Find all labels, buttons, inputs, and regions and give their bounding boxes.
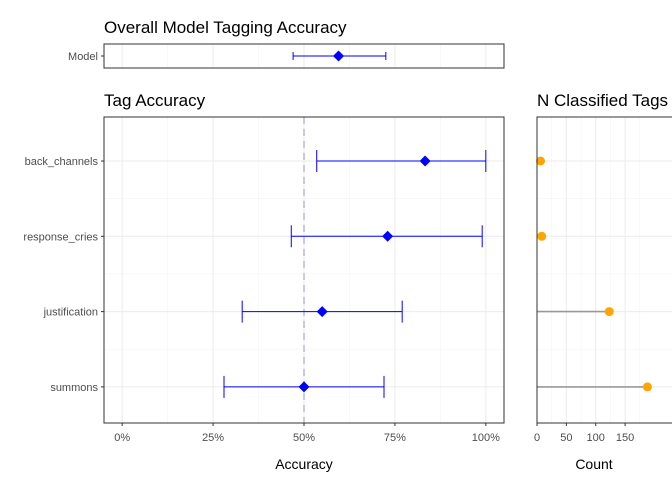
tag-x-tick-label: 75% <box>384 432 406 444</box>
count-point-response_cries <box>537 231 547 241</box>
tag-accuracy-x-axis: 0% 25% 50% 75% 100% <box>114 423 500 444</box>
overall-point-marker <box>333 50 345 62</box>
tag-point-marker-response_cries <box>382 230 394 242</box>
overall-accuracy-panel: Overall Model Tagging Accuracy Model <box>68 18 505 69</box>
tag-x-tick-label: 25% <box>202 432 224 444</box>
overall-accuracy-title: Overall Model Tagging Accuracy <box>104 18 347 37</box>
classified-count-x-axis: 0 50 100 150 <box>534 423 634 444</box>
classified-count-grid <box>536 117 672 423</box>
tag-accuracy-title: Tag Accuracy <box>104 91 206 110</box>
classified-count-marks <box>536 156 652 392</box>
tag-y-tick-label-response_cries: response_cries <box>23 231 98 243</box>
tag-point-marker-back_channels <box>419 155 431 167</box>
count-point-summons <box>642 382 652 392</box>
tag-y-tick-label-back_channels: back_channels <box>25 156 99 168</box>
tag-x-tick-label: 100% <box>472 432 500 444</box>
tag-x-tick-label: 50% <box>293 432 315 444</box>
count-point-justification <box>604 307 614 317</box>
tag-x-tick-label: 0% <box>114 432 130 444</box>
tag-accuracy-y-axis: back_channels response_cries justification… <box>23 156 104 394</box>
count-x-tick-label: 150 <box>616 432 634 444</box>
tag-y-tick-label-summons: summons <box>50 382 98 394</box>
overall-y-tick-label: Model <box>68 51 98 63</box>
overall-accuracy-marks <box>292 50 387 62</box>
tag-accuracy-grid <box>104 117 504 423</box>
count-x-tick-label: 50 <box>560 432 572 444</box>
count-x-tick-label: 0 <box>534 432 540 444</box>
tag-accuracy-panel: Tag Accuracy back_channels response_cries… <box>23 91 505 472</box>
classified-count-frame <box>536 116 672 424</box>
classified-count-panel: N Classified Tags 0 50 100 150 Count <box>534 91 672 472</box>
overall-accuracy-y-axis: Model <box>68 51 104 63</box>
tag-accuracy-x-axis-title: Accuracy <box>275 456 333 472</box>
tag-accuracy-marks <box>223 150 487 398</box>
count-x-tick-label: 100 <box>587 432 605 444</box>
tag-y-tick-label-justification: justification <box>43 307 98 319</box>
count-point-back_channels <box>536 156 546 166</box>
classified-count-title: N Classified Tags <box>537 91 668 110</box>
tag-point-marker-justification <box>316 306 328 318</box>
classified-count-x-axis-title: Count <box>575 456 612 472</box>
tag-point-marker-summons <box>298 381 310 393</box>
